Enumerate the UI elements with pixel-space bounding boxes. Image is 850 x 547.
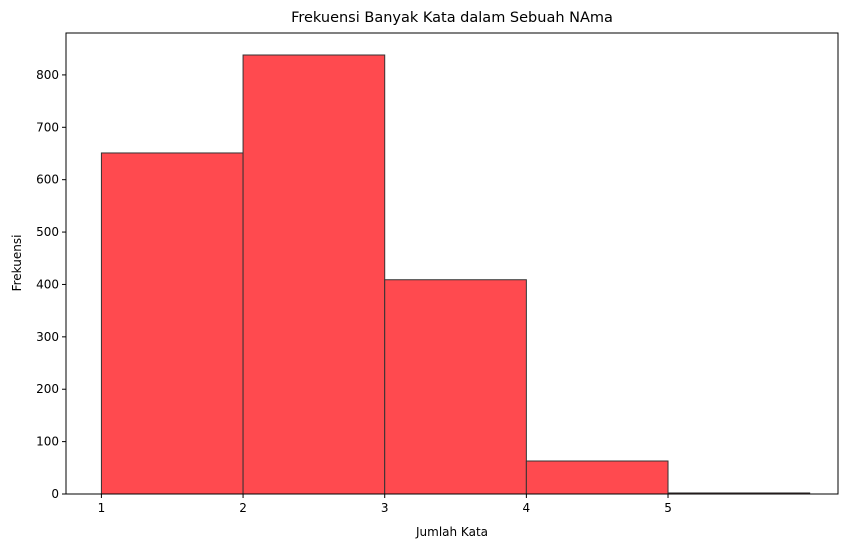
y-tick-label: 500 xyxy=(36,225,59,239)
x-tick-label: 4 xyxy=(523,501,531,515)
y-tick-label: 700 xyxy=(36,120,59,134)
y-tick-label: 400 xyxy=(36,277,59,291)
x-tick-label: 1 xyxy=(98,501,106,515)
x-tick-label: 3 xyxy=(381,501,389,515)
histogram-bar-2 xyxy=(242,54,386,495)
histogram-bar-4 xyxy=(525,460,669,495)
y-tick-label: 300 xyxy=(36,330,59,344)
y-tick-label: 200 xyxy=(36,382,59,396)
bars-group xyxy=(100,54,811,495)
y-tick-label: 600 xyxy=(36,173,59,187)
y-axis: 0 100 200 300 400 500 600 700 800 xyxy=(36,68,66,501)
y-axis-label: Frekuensi xyxy=(10,235,24,292)
y-tick-label: 800 xyxy=(36,68,59,82)
histogram-bar-3 xyxy=(384,279,527,495)
x-axis: 1 2 3 4 5 xyxy=(98,494,672,515)
histogram-bar-1 xyxy=(100,152,244,495)
x-axis-label: Jumlah Kata xyxy=(415,525,488,539)
chart-title: Frekuensi Banyak Kata dalam Sebuah NAma xyxy=(291,10,613,26)
x-tick-label: 5 xyxy=(664,501,672,515)
plot-frame xyxy=(65,32,839,495)
x-tick-label: 2 xyxy=(239,501,247,515)
y-tick-label: 100 xyxy=(36,435,59,449)
y-tick-label: 0 xyxy=(51,487,59,501)
